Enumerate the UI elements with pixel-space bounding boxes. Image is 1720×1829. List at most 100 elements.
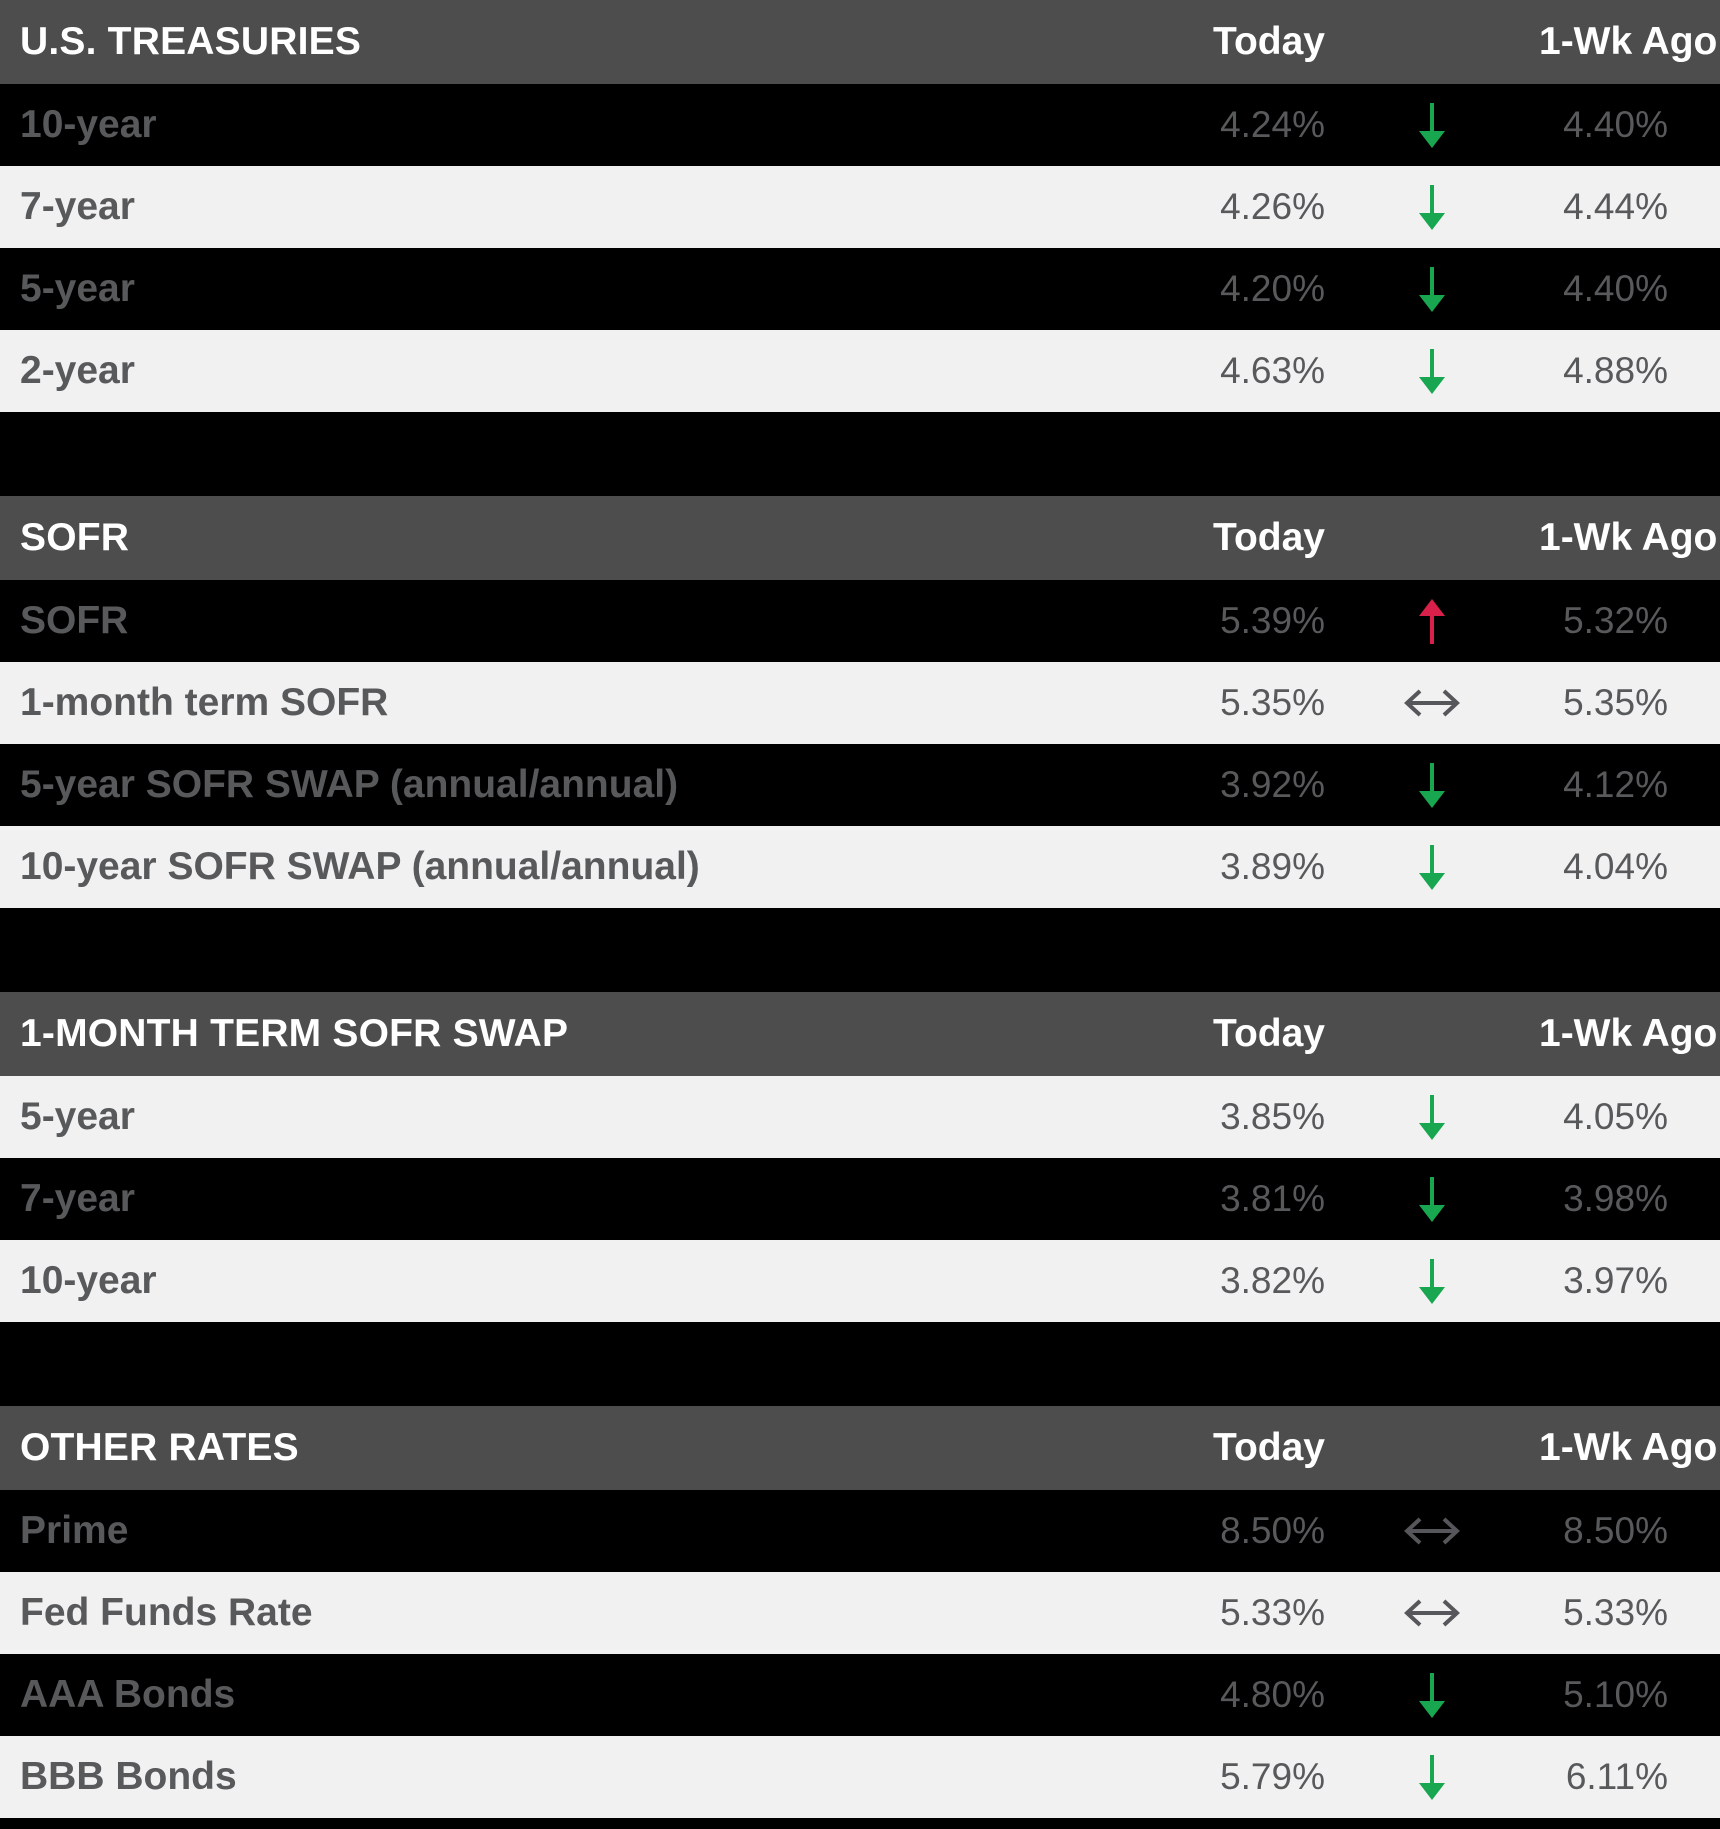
rate-row: 10-year 3.82% 3.97% xyxy=(0,1240,1720,1322)
section-title: 1-MONTH TERM SOFR SWAP xyxy=(20,1012,569,1055)
down-arrow-icon xyxy=(1419,844,1445,890)
today-value: 5.33% xyxy=(1220,1592,1325,1633)
wk-ago-value: 4.88% xyxy=(1563,350,1668,391)
trend-cell xyxy=(1325,84,1539,166)
wk-ago-value: 5.10% xyxy=(1563,1674,1668,1715)
rate-row: SOFR 5.39% 5.32% xyxy=(0,580,1720,662)
wk-ago-value: 4.44% xyxy=(1563,186,1668,227)
rate-row: AAA Bonds 4.80% 5.10% xyxy=(0,1654,1720,1736)
rate-label: 7-year xyxy=(20,1177,135,1220)
trend-cell xyxy=(1325,166,1539,248)
rate-row: 5-year SOFR SWAP (annual/annual) 3.92% 4.1… xyxy=(0,744,1720,826)
today-value: 8.50% xyxy=(1220,1510,1325,1551)
rate-label: BBB Bonds xyxy=(20,1755,237,1798)
today-value: 5.35% xyxy=(1220,682,1325,723)
rate-row: 7-year 4.26% 4.44% xyxy=(0,166,1720,248)
rate-row: 5-year 4.20% 4.40% xyxy=(0,248,1720,330)
today-value: 4.80% xyxy=(1220,1674,1325,1715)
wk-ago-value: 6.11% xyxy=(1565,1756,1668,1797)
column-header-today: Today xyxy=(1213,20,1325,63)
rate-label: 7-year xyxy=(20,185,135,228)
trend-cell xyxy=(1325,1158,1539,1240)
flat-arrow-icon xyxy=(1404,689,1460,717)
section-title: OTHER RATES xyxy=(20,1426,299,1469)
down-arrow-icon xyxy=(1419,1754,1445,1800)
up-arrow-icon xyxy=(1419,598,1445,644)
rates-section: U.S. TREASURIES Today 1-Wk Ago 10-year 4.24%… xyxy=(0,0,1720,412)
down-arrow-icon xyxy=(1419,266,1445,312)
today-value: 4.24% xyxy=(1220,104,1325,145)
section-header-row: U.S. TREASURIES Today 1-Wk Ago xyxy=(0,0,1720,84)
rate-label: Fed Funds Rate xyxy=(20,1591,313,1634)
down-arrow-icon xyxy=(1419,762,1445,808)
trend-cell xyxy=(1325,662,1539,744)
wk-ago-value: 5.32% xyxy=(1563,600,1668,641)
down-arrow-icon xyxy=(1419,1094,1445,1140)
section-gap xyxy=(0,412,1720,496)
trend-cell xyxy=(1325,1240,1539,1322)
trend-cell xyxy=(1325,1654,1539,1736)
down-arrow-icon xyxy=(1419,102,1445,148)
trend-cell xyxy=(1325,744,1539,826)
section-header-row: 1-MONTH TERM SOFR SWAP Today 1-Wk Ago xyxy=(0,992,1720,1076)
column-header-today: Today xyxy=(1213,1012,1325,1055)
section-gap xyxy=(0,908,1720,992)
rates-section: SOFR Today 1-Wk Ago SOFR 5.39% 5.32% 1-month t… xyxy=(0,496,1720,908)
rate-label: Prime xyxy=(20,1509,129,1552)
wk-ago-value: 3.97% xyxy=(1563,1260,1668,1301)
trend-cell xyxy=(1325,330,1539,412)
today-value: 3.85% xyxy=(1220,1096,1325,1137)
trend-cell xyxy=(1325,1572,1539,1654)
trend-cell xyxy=(1325,1076,1539,1158)
section-title: SOFR xyxy=(20,516,130,559)
rate-label: 10-year xyxy=(20,103,157,146)
trend-cell xyxy=(1325,1736,1539,1818)
rate-row: BBB Bonds 5.79% 6.11% xyxy=(0,1736,1720,1818)
wk-ago-value: 8.50% xyxy=(1563,1510,1668,1551)
trend-cell xyxy=(1325,248,1539,330)
rate-label: 5-year SOFR SWAP (annual/annual) xyxy=(20,763,679,806)
section-header-row: OTHER RATES Today 1-Wk Ago xyxy=(0,1406,1720,1490)
section-title: U.S. TREASURIES xyxy=(20,20,362,63)
wk-ago-value: 3.98% xyxy=(1563,1178,1668,1219)
rate-row: 7-year 3.81% 3.98% xyxy=(0,1158,1720,1240)
section-gap xyxy=(0,1322,1720,1406)
rate-label: 5-year xyxy=(20,267,135,310)
flat-arrow-icon xyxy=(1404,1517,1460,1545)
wk-ago-value: 5.35% xyxy=(1563,682,1668,723)
rate-label: AAA Bonds xyxy=(20,1673,236,1716)
column-header-wk-ago: 1-Wk Ago xyxy=(1539,1426,1718,1469)
column-header-wk-ago: 1-Wk Ago xyxy=(1539,20,1718,63)
column-header-today: Today xyxy=(1213,516,1325,559)
rate-row: Prime 8.50% 8.50% xyxy=(0,1490,1720,1572)
today-value: 3.92% xyxy=(1220,764,1325,805)
section-header-row: SOFR Today 1-Wk Ago xyxy=(0,496,1720,580)
trend-cell xyxy=(1325,826,1539,908)
bottom-strip xyxy=(0,1818,1720,1829)
column-header-today: Today xyxy=(1213,1426,1325,1469)
down-arrow-icon xyxy=(1419,348,1445,394)
rate-row: Fed Funds Rate 5.33% 5.33% xyxy=(0,1572,1720,1654)
today-value: 3.81% xyxy=(1220,1178,1325,1219)
rate-row: 10-year SOFR SWAP (annual/annual) 3.89% 4.… xyxy=(0,826,1720,908)
rate-label: 1-month term SOFR xyxy=(20,681,389,724)
rate-label: SOFR xyxy=(20,599,129,642)
trend-cell xyxy=(1325,580,1539,662)
flat-arrow-icon xyxy=(1404,1599,1460,1627)
down-arrow-icon xyxy=(1419,1176,1445,1222)
down-arrow-icon xyxy=(1419,1672,1445,1718)
down-arrow-icon xyxy=(1419,1258,1445,1304)
rate-row: 1-month term SOFR 5.35% 5.35% xyxy=(0,662,1720,744)
rate-label: 5-year xyxy=(20,1095,135,1138)
rate-label: 10-year SOFR SWAP (annual/annual) xyxy=(20,845,700,888)
wk-ago-value: 4.04% xyxy=(1563,846,1668,887)
rates-section: OTHER RATES Today 1-Wk Ago Prime 8.50% 8.50% F… xyxy=(0,1406,1720,1818)
rate-row: 10-year 4.24% 4.40% xyxy=(0,84,1720,166)
today-value: 5.39% xyxy=(1220,600,1325,641)
wk-ago-value: 4.40% xyxy=(1563,104,1668,145)
rate-row: 5-year 3.85% 4.05% xyxy=(0,1076,1720,1158)
down-arrow-icon xyxy=(1419,184,1445,230)
today-value: 5.79% xyxy=(1220,1756,1325,1797)
rate-label: 10-year xyxy=(20,1259,157,1302)
